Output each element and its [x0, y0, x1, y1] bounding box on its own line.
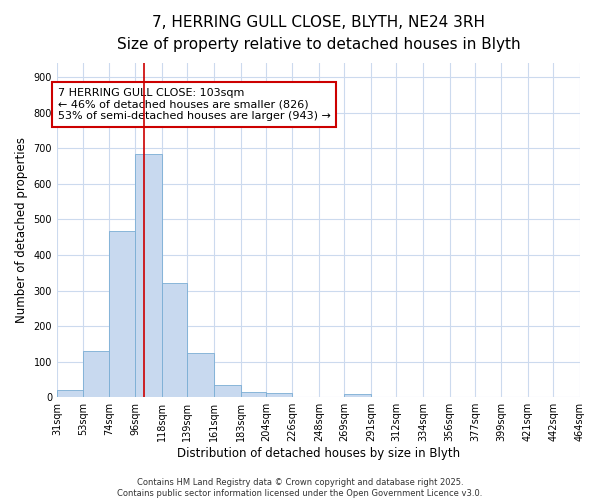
Text: Contains HM Land Registry data © Crown copyright and database right 2025.
Contai: Contains HM Land Registry data © Crown c…	[118, 478, 482, 498]
Bar	[266, 393, 292, 397]
Bar	[241, 392, 266, 397]
Text: 7 HERRING GULL CLOSE: 103sqm
← 46% of detached houses are smaller (826)
53% of s: 7 HERRING GULL CLOSE: 103sqm ← 46% of de…	[58, 88, 331, 121]
Bar	[109, 231, 136, 397]
X-axis label: Distribution of detached houses by size in Blyth: Distribution of detached houses by size …	[177, 447, 460, 460]
Bar	[344, 394, 371, 397]
Y-axis label: Number of detached properties: Number of detached properties	[15, 137, 28, 323]
Bar	[187, 353, 214, 397]
Bar	[162, 284, 187, 397]
Bar	[57, 390, 83, 397]
Bar	[136, 154, 162, 397]
Bar	[83, 351, 109, 397]
Bar	[214, 385, 241, 397]
Title: 7, HERRING GULL CLOSE, BLYTH, NE24 3RH
Size of property relative to detached hou: 7, HERRING GULL CLOSE, BLYTH, NE24 3RH S…	[116, 15, 520, 52]
